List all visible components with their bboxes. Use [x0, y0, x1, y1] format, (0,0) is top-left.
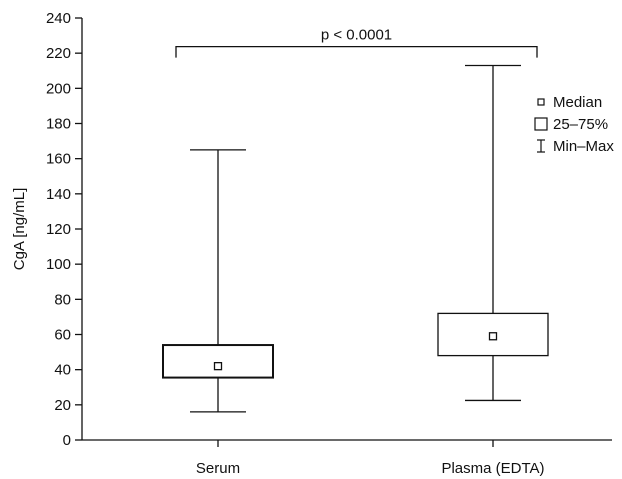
axes: 0 20 40 60 80 100 120 140 160 180 200 220 240 CgA [ng…	[11, 10, 612, 477]
y-tick-label: 80	[54, 291, 71, 308]
y-tick-label: 100	[46, 256, 71, 273]
legend-label: 25–75%	[553, 116, 608, 133]
legend-item-median: Median	[537, 94, 602, 111]
legend-label: Median	[553, 94, 602, 111]
legend-label: Min–Max	[553, 138, 614, 155]
legend-item-box: 25–75%	[534, 116, 608, 133]
x-tick-label: Plasma (EDTA)	[441, 460, 544, 477]
median-marker	[488, 332, 498, 341]
legend-item-whisker: Min–Max	[537, 138, 614, 155]
x-tick-label: Serum	[196, 460, 240, 477]
p-value-label: p < 0.0001	[321, 27, 392, 44]
box-plasma-edta	[437, 64, 549, 402]
median-marker	[213, 361, 223, 371]
significance-bracket	[175, 46, 538, 58]
significance-annotation: p < 0.0001	[175, 27, 538, 58]
y-axis-title: CgA [ng/mL]	[11, 188, 28, 271]
legend-median-symbol	[537, 98, 545, 106]
y-tick-label: 40	[54, 362, 71, 379]
legend-box-symbol	[534, 117, 548, 131]
y-tick-label: 200	[46, 80, 71, 97]
legend: Median 25–75% Min–Max	[534, 94, 614, 155]
y-tick-label: 0	[63, 432, 71, 449]
legend-whisker-symbol	[537, 139, 545, 153]
y-tick-label: 240	[46, 10, 71, 27]
iqr-box	[162, 344, 274, 379]
y-tick-label: 60	[54, 327, 71, 344]
box-series	[162, 64, 549, 413]
box-serum	[162, 149, 274, 413]
y-tick-label: 120	[46, 221, 71, 238]
y-tick-label: 20	[54, 397, 71, 414]
y-tick-label: 160	[46, 151, 71, 168]
y-tick-label: 140	[46, 186, 71, 203]
y-tick-label: 220	[46, 45, 71, 62]
y-tick-label: 180	[46, 116, 71, 133]
